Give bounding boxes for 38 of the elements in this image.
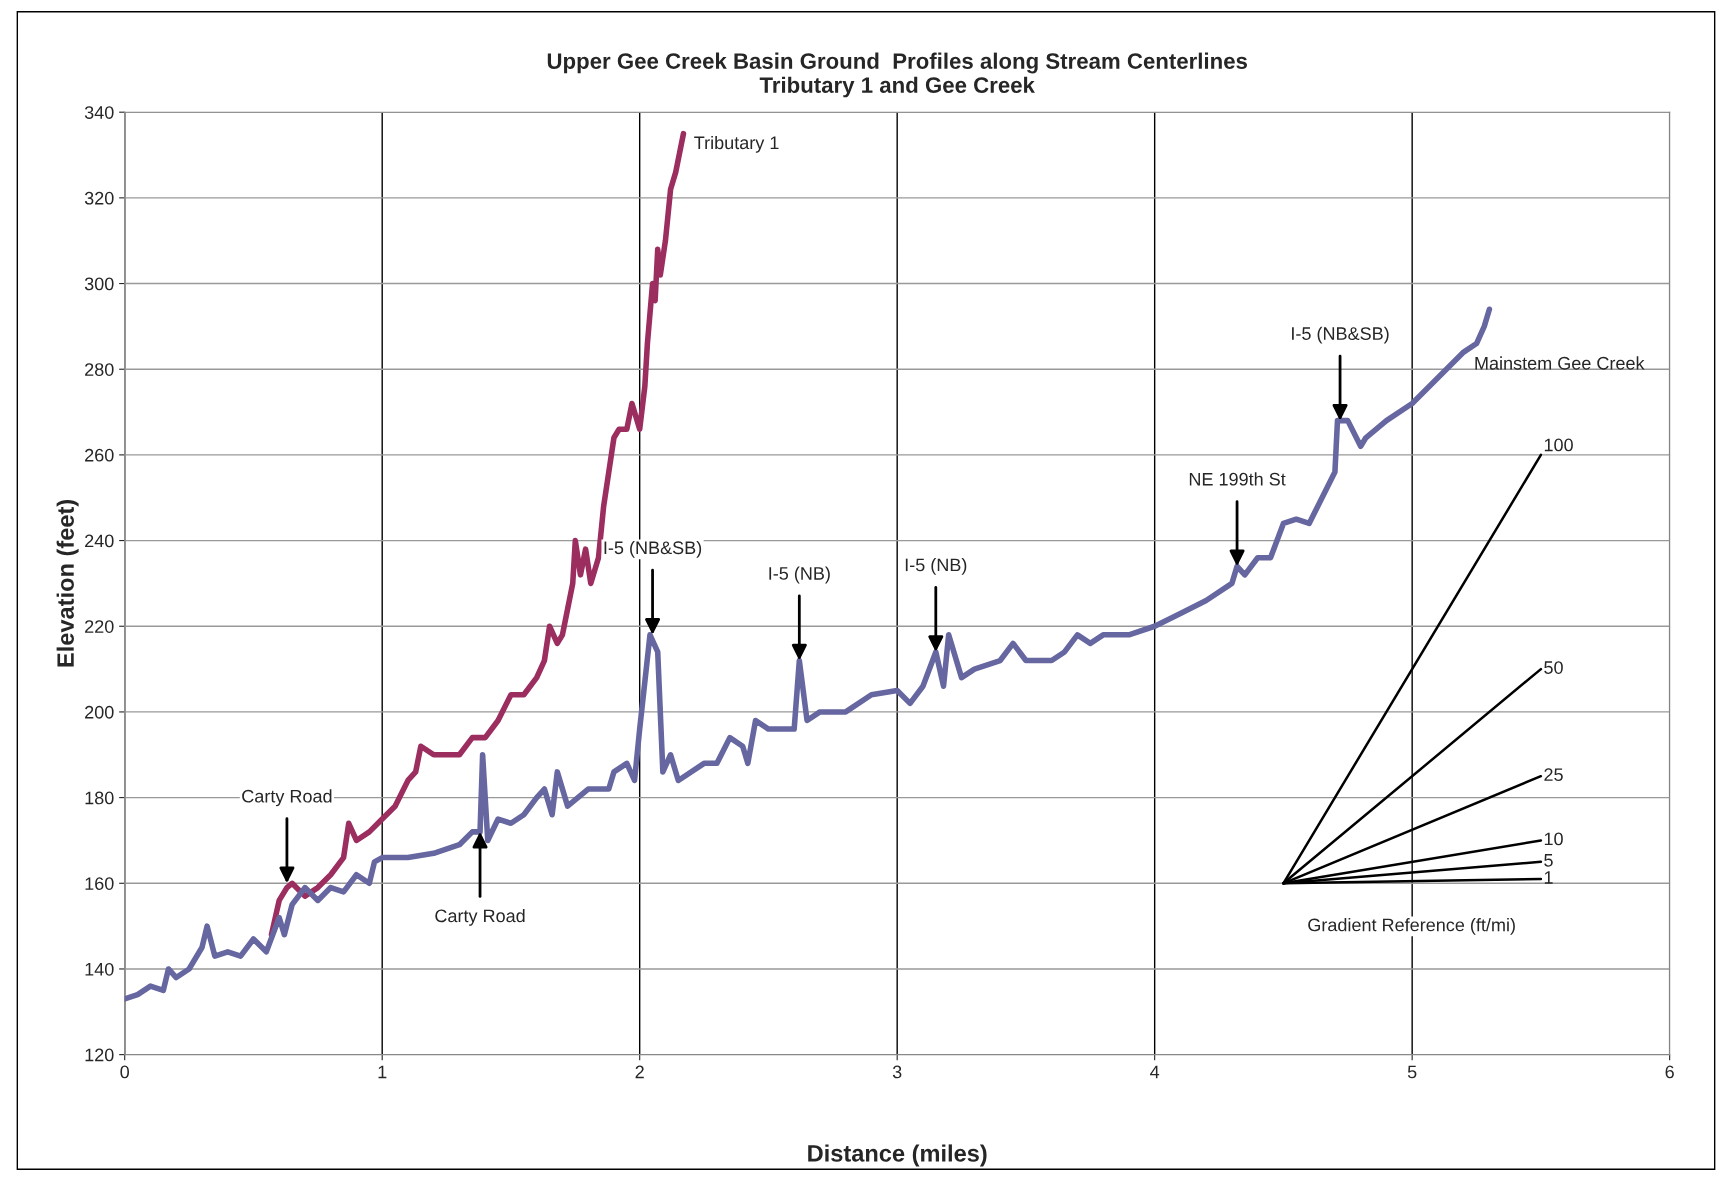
- annotation: Carty Road: [242, 789, 332, 807]
- x-tick-label: 3: [892, 1065, 902, 1079]
- y-tick-label: 300: [84, 277, 114, 291]
- annotation: Carty Road: [435, 908, 525, 926]
- y-tick-label: 140: [85, 962, 114, 976]
- y-tick-label: 280: [85, 363, 114, 376]
- annotation: 50: [1544, 661, 1563, 674]
- series-label: Tributary 1: [694, 135, 779, 153]
- annotation: 100: [1544, 438, 1573, 452]
- annotation: I-5 (NB&SB): [604, 540, 702, 558]
- annotation: 10: [1544, 832, 1563, 846]
- series-label: Mainstem Gee Creek: [1475, 356, 1645, 370]
- annotation: 25: [1544, 768, 1563, 782]
- annotation: I-5 (NB): [769, 566, 830, 584]
- y-tick-label: 220: [85, 620, 114, 633]
- y-axis-title: Elevation (feet): [56, 499, 79, 667]
- y-tick-label: 240: [85, 534, 114, 548]
- x-tick-label: 1: [378, 1065, 387, 1079]
- annotation: NE 199th St: [1189, 472, 1286, 486]
- annotation: 1: [1544, 871, 1553, 884]
- annotation: I-5 (NB&SB): [1292, 326, 1389, 344]
- y-tick-label: 260: [85, 448, 114, 462]
- y-tick-label: 160: [85, 877, 114, 890]
- y-tick-label: 200: [85, 705, 114, 719]
- x-tick-label: 4: [1150, 1065, 1160, 1079]
- y-tick-label: 180: [85, 791, 114, 805]
- x-tick-label: 0: [120, 1065, 130, 1079]
- x-tick-label: 5: [1407, 1065, 1417, 1079]
- y-tick-label: 340: [84, 106, 114, 119]
- x-axis-title: Distance (miles): [808, 1144, 987, 1167]
- annotation: 5: [1544, 854, 1553, 867]
- annotation: I-5 (NB): [905, 558, 967, 575]
- annotation: Gradient Reference (ft/mi): [1308, 918, 1515, 935]
- chart-title: Upper Gee Creek Basin Ground Profiles along Stream Centerlines Tributary 1 and Gee Creek: [547, 52, 1247, 98]
- y-tick-label: 120: [85, 1048, 114, 1062]
- y-tick-label: 320: [84, 191, 114, 205]
- x-tick-label: 2: [635, 1065, 644, 1079]
- x-tick-label: 6: [1665, 1065, 1674, 1079]
